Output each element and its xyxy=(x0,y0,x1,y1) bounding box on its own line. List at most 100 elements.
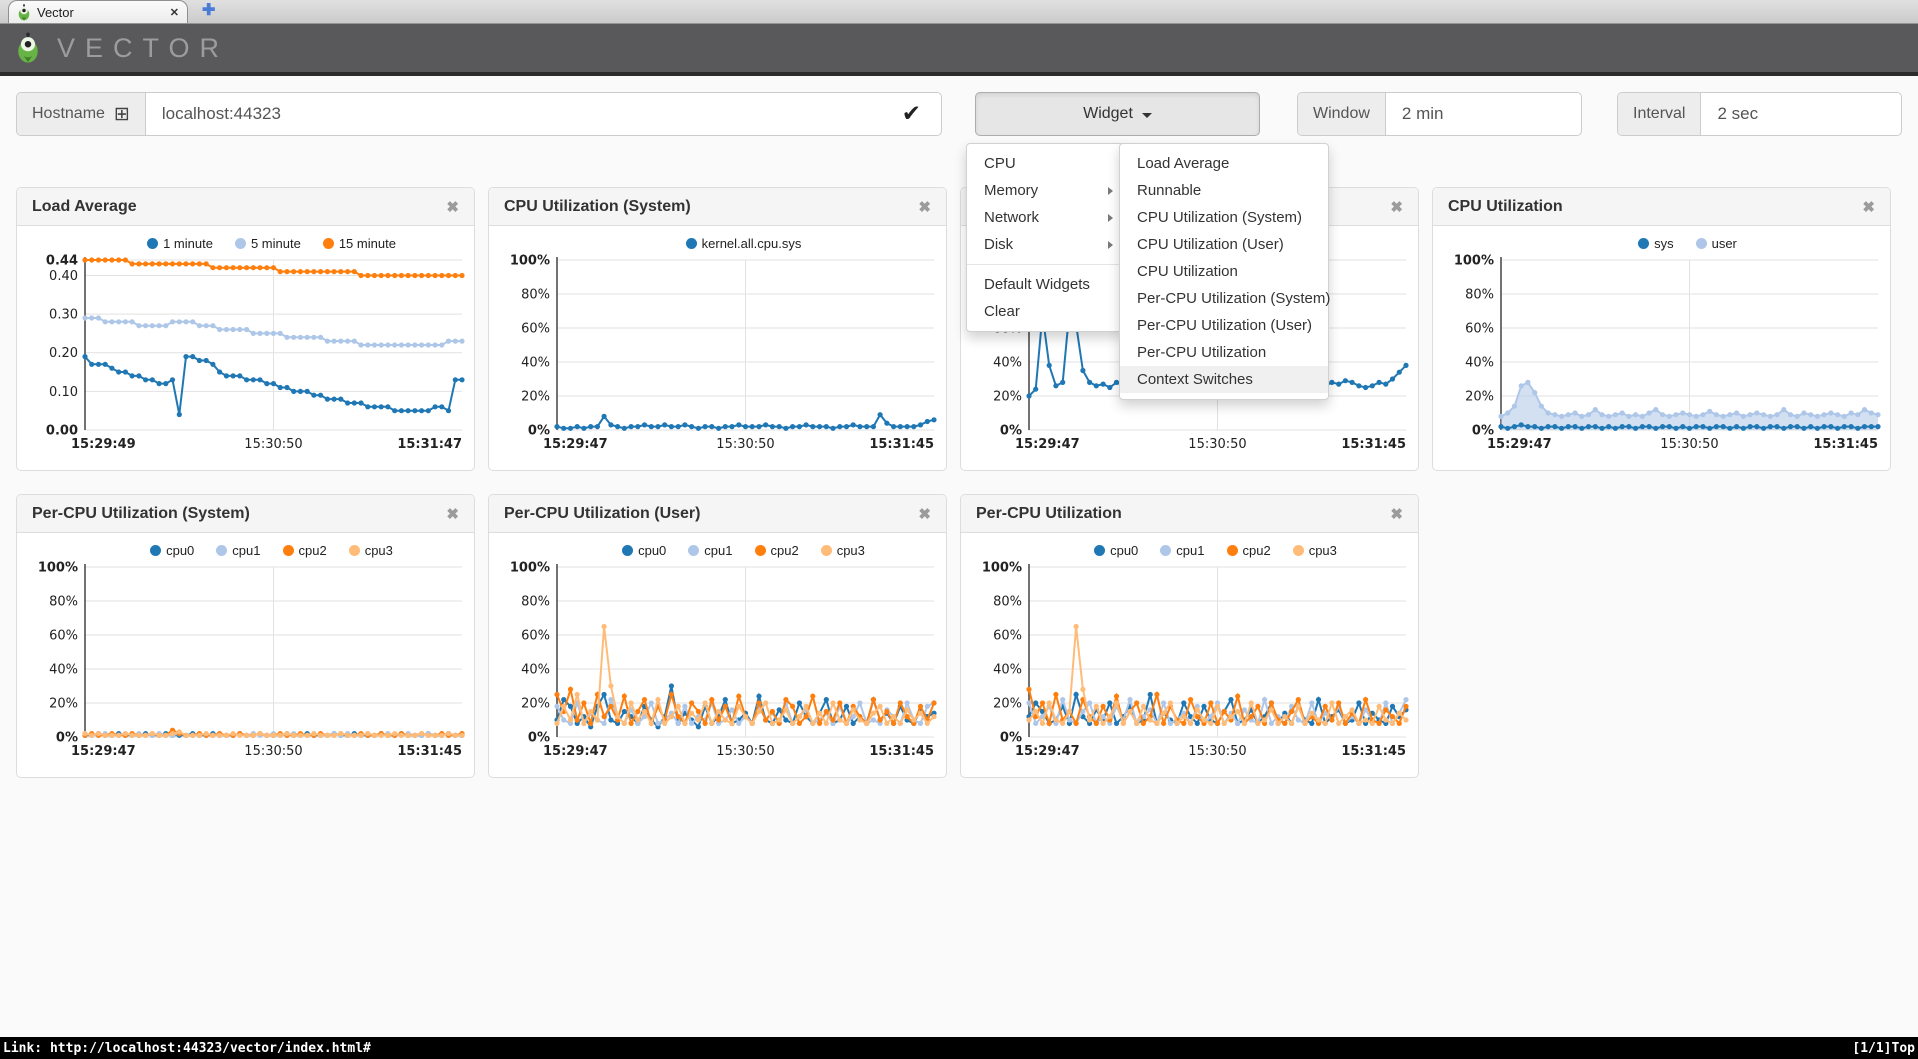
svg-text:15:29:47: 15:29:47 xyxy=(71,744,136,759)
legend-dot-icon xyxy=(147,237,159,249)
svg-text:0%: 0% xyxy=(1000,424,1022,439)
widget-submenu-item-per-cpu-utilization[interactable]: Per-CPU Utilization xyxy=(1137,344,1267,361)
browser-tab-vector[interactable]: Vector ✕ xyxy=(8,0,188,23)
legend-label: cpu1 xyxy=(704,542,733,558)
widget-menu-item-memory[interactable]: Memory xyxy=(967,177,1123,204)
svg-text:40%: 40% xyxy=(993,663,1022,678)
close-widget-icon[interactable]: ✖ xyxy=(918,198,931,216)
widget-submenu-item-cpu-utilization-system[interactable]: CPU Utilization (System) xyxy=(1137,209,1303,226)
svg-text:20%: 20% xyxy=(1465,390,1494,405)
interval-label: Interval xyxy=(1633,105,1686,122)
legend-dot-icon xyxy=(688,544,700,556)
legend-item-user[interactable]: user xyxy=(1695,236,1737,251)
close-widget-icon[interactable]: ✖ xyxy=(1390,198,1403,216)
legend-label: cpu3 xyxy=(1308,542,1337,558)
widget-menu-item-default-widgets[interactable]: Default Widgets xyxy=(984,276,1090,293)
chart-card-header: Load Average ✖ xyxy=(17,188,474,226)
svg-text:20%: 20% xyxy=(49,697,78,712)
svg-text:0.40: 0.40 xyxy=(49,269,78,284)
legend-label: cpu0 xyxy=(166,542,195,558)
svg-text:40%: 40% xyxy=(49,663,78,678)
legend-item-kernel-all-cpu-sys[interactable]: kernel.all.cpu.sys xyxy=(685,236,801,251)
close-widget-icon[interactable]: ✖ xyxy=(1862,198,1875,216)
widget-dropdown-button[interactable]: Widget xyxy=(975,92,1260,136)
window-input[interactable] xyxy=(1385,93,1581,135)
widget-submenu-item-runnable[interactable]: Runnable xyxy=(1137,182,1202,199)
widget-menu-item-clear[interactable]: Clear xyxy=(984,303,1020,320)
svg-text:0.10: 0.10 xyxy=(49,385,78,400)
legend-item-cpu0[interactable]: cpu0 xyxy=(150,543,194,558)
svg-text:0.30: 0.30 xyxy=(49,308,78,323)
svg-text:15:30:50: 15:30:50 xyxy=(244,437,302,452)
widget-submenu-item-cpu-utilization[interactable]: CPU Utilization xyxy=(1137,263,1238,280)
svg-text:80%: 80% xyxy=(993,595,1022,610)
interval-input[interactable] xyxy=(1701,93,1901,135)
legend-item-cpu2[interactable]: cpu2 xyxy=(754,543,799,558)
widget-submenu-item-context-switches[interactable]: Context Switches xyxy=(1120,366,1328,393)
browser-tab-bar: Vector ✕ ✚ xyxy=(0,0,1918,24)
hostname-input[interactable] xyxy=(145,93,941,135)
chart-card-header: CPU Utilization (System) ✖ xyxy=(489,188,946,226)
legend-item-cpu1[interactable]: cpu1 xyxy=(216,543,261,558)
svg-text:15:29:47: 15:29:47 xyxy=(1015,744,1080,759)
vector-logo-icon xyxy=(18,32,38,63)
legend-item-5-minute[interactable]: 5 minute xyxy=(234,236,301,251)
legend-dot-icon xyxy=(150,544,162,556)
chart-title: CPU Utilization xyxy=(1448,197,1563,215)
widget-submenu-item-per-cpu-utilization-user[interactable]: Per-CPU Utilization (User) xyxy=(1137,317,1313,334)
status-link-text: Link: http://localhost:44323/vector/inde… xyxy=(3,1040,371,1056)
svg-text:60%: 60% xyxy=(521,629,550,644)
close-widget-icon[interactable]: ✖ xyxy=(446,198,459,216)
chart-legend: 1 minute 5 minute 15 minute xyxy=(83,234,460,252)
svg-text:20%: 20% xyxy=(993,697,1022,712)
legend-item-sys[interactable]: sys xyxy=(1638,236,1674,251)
new-tab-icon[interactable]: ✚ xyxy=(202,2,216,19)
chart-plot: 100% 80% 60% 40% 20% 0%15:29:47 15:30:50 15:31:… xyxy=(38,561,465,759)
submenu-caret-icon xyxy=(1108,186,1113,195)
legend-item-1-minute[interactable]: 1 minute xyxy=(147,236,213,251)
svg-text:15:29:47: 15:29:47 xyxy=(543,744,608,759)
widget-button-label: Widget xyxy=(1083,105,1133,122)
close-widget-icon[interactable]: ✖ xyxy=(446,505,459,523)
svg-text:15:30:50: 15:30:50 xyxy=(716,437,774,452)
widget-submenu-item-load-average[interactable]: Load Average xyxy=(1137,155,1230,172)
widget-menu-item-network[interactable]: Network xyxy=(967,204,1123,231)
widget-submenu-item-cpu-utilization-user[interactable]: CPU Utilization (User) xyxy=(1137,236,1284,253)
legend-item-cpu2[interactable]: cpu2 xyxy=(282,543,327,558)
app-header: VECTOR xyxy=(0,24,1918,76)
widget-submenu-item-per-cpu-utilization-system[interactable]: Per-CPU Utilization (System) xyxy=(1137,290,1331,307)
legend-label: cpu0 xyxy=(1110,542,1139,558)
svg-text:15:30:50: 15:30:50 xyxy=(716,744,774,759)
widget-menu-item-cpu[interactable]: CPU xyxy=(984,155,1016,172)
svg-text:100%: 100% xyxy=(982,561,1022,576)
tab-close-icon[interactable]: ✕ xyxy=(169,6,179,19)
svg-text:15:29:47: 15:29:47 xyxy=(1015,437,1080,452)
legend-item-15-minute[interactable]: 15 minute xyxy=(322,236,396,251)
legend-dot-icon xyxy=(1226,544,1238,556)
close-widget-icon[interactable]: ✖ xyxy=(918,505,931,523)
chart-card-cpu-utilization: CPU Utilization ✖ sys user 100% 80% 60% 40% 20% 0… xyxy=(1432,187,1891,471)
svg-text:40%: 40% xyxy=(993,356,1022,371)
legend-item-cpu0[interactable]: cpu0 xyxy=(622,543,666,558)
svg-text:15:30:50: 15:30:50 xyxy=(244,744,302,759)
submenu-caret-icon xyxy=(1108,213,1113,222)
widget-menu-item-disk[interactable]: Disk xyxy=(967,231,1123,258)
vector-favicon-icon xyxy=(18,3,30,20)
add-hostname-icon[interactable]: ⊞ xyxy=(113,103,130,125)
legend-item-cpu1[interactable]: cpu1 xyxy=(688,542,733,558)
legend-dot-icon xyxy=(1638,237,1650,249)
close-widget-icon[interactable]: ✖ xyxy=(1390,505,1403,523)
legend-item-cpu2[interactable]: cpu2 xyxy=(1226,543,1271,558)
tab-title: Vector xyxy=(37,4,74,20)
caret-down-icon xyxy=(1141,112,1152,118)
svg-text:15:30:50: 15:30:50 xyxy=(1660,437,1718,452)
legend-item-cpu3[interactable]: cpu3 xyxy=(820,543,865,558)
legend-item-cpu1[interactable]: cpu1 xyxy=(1160,543,1205,558)
legend-item-cpu0[interactable]: cpu0 xyxy=(1094,543,1138,558)
legend-item-cpu3[interactable]: cpu3 xyxy=(1292,542,1337,558)
legend-item-cpu3[interactable]: cpu3 xyxy=(348,543,393,558)
window-group: Window xyxy=(1297,92,1582,136)
svg-text:15:30:50: 15:30:50 xyxy=(1188,437,1246,452)
legend-dot-icon xyxy=(1292,544,1304,556)
status-bar: Link: http://localhost:44323/vector/inde… xyxy=(0,1037,1918,1059)
